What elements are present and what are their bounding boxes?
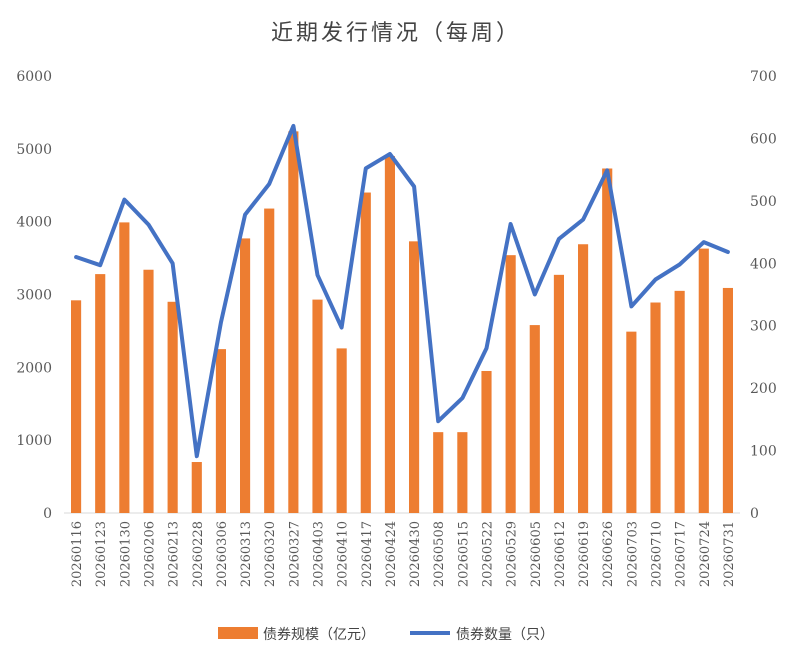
bar [626, 331, 637, 513]
bar [674, 290, 685, 513]
bar [457, 432, 468, 513]
right-y-axis: 0 100 200 300 400 500 600 700 [750, 69, 777, 522]
bar [722, 287, 733, 513]
x-tick-label: 20260403 [312, 521, 327, 587]
legend-bar-label: 债券规模（亿元） [263, 627, 375, 643]
x-tick-label: 20260605 [529, 521, 544, 587]
x-tick-label: 20260717 [674, 521, 689, 587]
bar [578, 244, 589, 513]
left-axis-tick-label: 1000 [16, 433, 52, 449]
bar [167, 301, 178, 513]
x-tick-label: 20260508 [432, 521, 447, 587]
x-tick-label: 20260612 [553, 521, 568, 587]
bar [240, 238, 251, 513]
bar [553, 274, 564, 513]
left-y-axis: 0 1000 2000 3000 4000 5000 6000 [16, 69, 52, 522]
bar [288, 131, 299, 513]
x-tick-label: 20260306 [215, 521, 230, 587]
right-axis-tick-label: 300 [750, 319, 777, 335]
right-axis-tick-label: 600 [750, 131, 777, 147]
left-axis-tick-label: 3000 [16, 288, 52, 304]
bar [529, 325, 540, 513]
bar [143, 269, 154, 513]
x-tick-label: 20260522 [481, 521, 496, 587]
bar [264, 208, 275, 513]
x-tick-label: 20260417 [360, 521, 375, 587]
series-line [74, 123, 730, 459]
bar [95, 274, 106, 513]
bar [602, 168, 613, 513]
x-tick-label: 20260424 [384, 521, 399, 587]
bar [505, 255, 516, 514]
x-tick-label: 20260515 [456, 521, 471, 587]
right-axis-tick-label: 100 [750, 444, 777, 460]
x-tick-label: 20260213 [167, 521, 182, 587]
legend-line-label: 债券数量（只） [456, 627, 554, 643]
bar [119, 222, 130, 513]
x-tick-label: 20260724 [698, 521, 713, 587]
bar [360, 192, 371, 514]
x-tick-label: 20260130 [118, 521, 133, 587]
x-tick-label: 20260327 [287, 521, 302, 587]
bar [336, 348, 347, 513]
bar [433, 432, 444, 513]
legend: 债券规模（亿元） 债券数量（只） [218, 627, 554, 643]
x-tick-label: 20260703 [625, 521, 640, 587]
left-axis-tick-label: 6000 [16, 69, 52, 85]
left-axis-tick-label: 0 [43, 506, 52, 522]
right-axis-tick-label: 500 [750, 194, 777, 210]
right-axis-tick-label: 700 [750, 69, 777, 85]
bar [409, 241, 420, 513]
x-tick-label: 20260731 [722, 521, 737, 587]
x-tick-label: 20260410 [336, 521, 351, 587]
x-tick-label: 20260228 [191, 521, 206, 587]
x-tick-label: 20260206 [143, 521, 158, 587]
bar [698, 248, 709, 514]
bar [384, 156, 395, 513]
x-tick-label: 20260529 [505, 521, 520, 587]
x-tick-label: 20260626 [601, 521, 616, 587]
right-axis-tick-label: 400 [750, 256, 777, 272]
right-axis-tick-label: 200 [750, 381, 777, 397]
bar [650, 302, 661, 513]
x-tick-label: 20260123 [94, 521, 109, 587]
x-tick-label: 20260710 [650, 521, 665, 587]
legend-bar-swatch [218, 627, 258, 639]
chart-title: 近期发行情况（每周） [271, 21, 521, 46]
right-axis-tick-label: 0 [750, 506, 759, 522]
bar [71, 300, 82, 513]
bar-series [71, 131, 733, 514]
x-axis-ticks: 20260116 20260123 20260130 20260206 20260213… [70, 521, 737, 587]
line-series [74, 123, 730, 459]
x-tick-label: 20260430 [408, 521, 423, 587]
bar [191, 462, 202, 513]
bar [215, 349, 226, 513]
bar [312, 299, 323, 513]
x-tick-label: 20260116 [70, 521, 85, 587]
x-tick-label: 20260619 [577, 521, 592, 587]
left-axis-tick-label: 2000 [16, 360, 52, 376]
x-tick-label: 20260320 [263, 521, 278, 587]
x-tick-label: 20260313 [239, 521, 254, 587]
left-axis-tick-label: 4000 [16, 215, 52, 231]
bar [481, 370, 492, 513]
left-axis-tick-label: 5000 [16, 142, 52, 158]
